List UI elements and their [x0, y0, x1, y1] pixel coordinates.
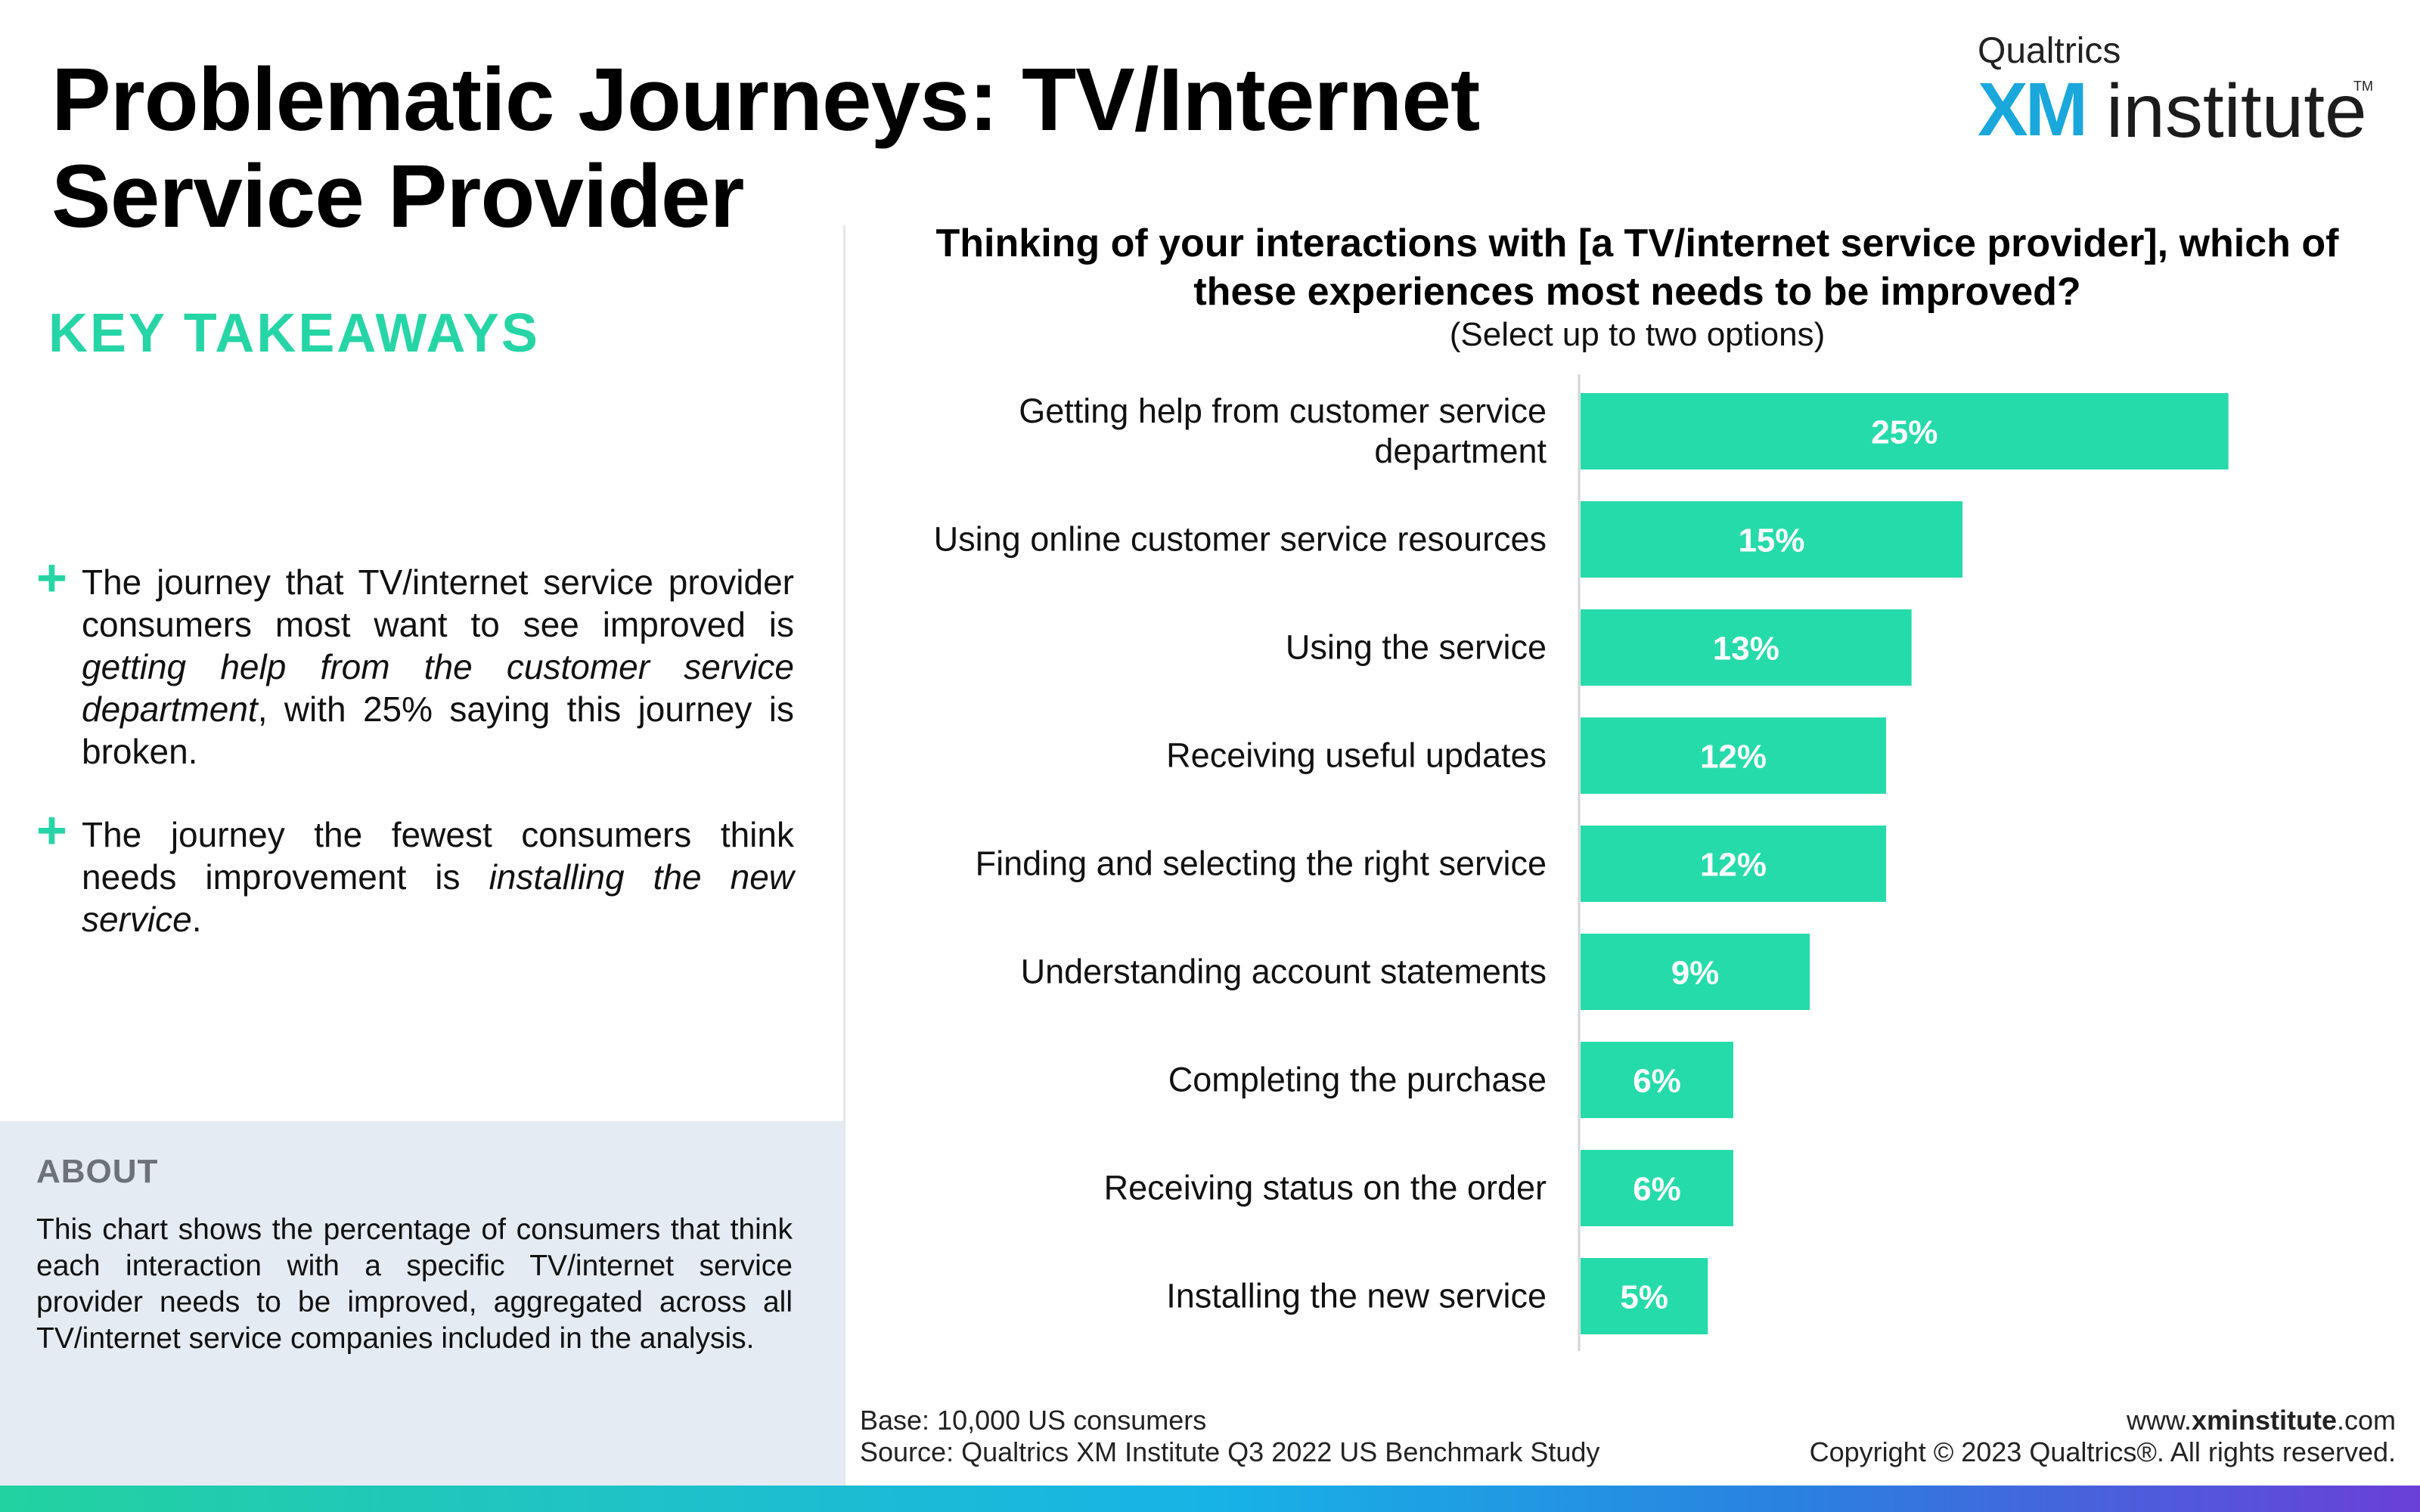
bar-4 [1581, 717, 1886, 794]
value-label-8: 6% [1633, 1171, 1681, 1208]
category-label-6: Understanding account statements [1021, 953, 1547, 991]
value-label-1: 25% [1871, 414, 1938, 451]
page-title-line1: Problematic Journeys: TV/Internet [51, 50, 1480, 150]
bar-1 [1581, 393, 2229, 469]
logo-xm: XM [1978, 67, 2088, 153]
xm-institute-logo: Qualtrics XM institute TM [1978, 30, 2373, 153]
website-suffix: .com [2336, 1405, 2396, 1436]
about-panel: ABOUT This chart shows the percentage of… [0, 1121, 843, 1486]
bar-2 [1581, 501, 1962, 578]
value-label-5: 12% [1700, 847, 1767, 884]
takeaway-1-post: , with 25% saying this journey is broken… [82, 689, 794, 771]
value-label-9: 5% [1620, 1279, 1668, 1316]
website-prefix: www. [2126, 1405, 2192, 1436]
about-heading: ABOUT [36, 1153, 159, 1190]
takeaway-1-pre: The journey that TV/internet service pro… [82, 562, 794, 644]
bar-5 [1581, 826, 1886, 902]
chart-title: Thinking of your interactions with [a TV… [935, 222, 2339, 314]
logo-trademark: TM [2353, 79, 2373, 94]
copyright-note: Copyright © 2023 Qualtrics®. All rights … [1809, 1436, 2396, 1467]
category-label-8: Receiving status on the order [1104, 1169, 1547, 1207]
value-label-7: 6% [1633, 1063, 1681, 1100]
takeaway-item-2: + The journey the fewest consumers think… [36, 804, 794, 940]
takeaway-2-emphasis: installing the new service [82, 857, 794, 939]
footer-left: Base: 10,000 US consumers Source: Qualtr… [860, 1405, 1599, 1468]
bar-6 [1581, 934, 1810, 1010]
bottom-gradient-bar [0, 1486, 2420, 1512]
footer-right: www.xminstitute.com Copyright © 2023 Qua… [1810, 1405, 2396, 1468]
takeaway-item-1: + The journey that TV/internet service p… [36, 551, 794, 773]
bar-9 [1581, 1258, 1708, 1334]
value-label-6: 9% [1671, 955, 1720, 992]
takeaway-text-2: The journey the fewest consumers think n… [82, 813, 794, 940]
logo-institute: institute [2106, 69, 2367, 153]
plus-icon: + [36, 801, 67, 860]
about-text: This chart shows the percentage of consu… [36, 1213, 793, 1355]
website-link[interactable]: www.xminstitute.com [1810, 1405, 2396, 1436]
plus-icon: + [36, 548, 67, 607]
page-title-line2: Service Provider [51, 147, 744, 246]
source-note: Source: Qualtrics XM Institute Q3 2022 U… [860, 1436, 1600, 1467]
category-label-9: Installing the new service [1166, 1277, 1547, 1315]
website-domain: xminstitute [2191, 1405, 2337, 1436]
bar-7 [1581, 1042, 1733, 1118]
value-label-3: 13% [1713, 631, 1779, 668]
logo-xm-text: XM [1978, 67, 2088, 152]
bar-3 [1581, 609, 1912, 686]
panel-divider [843, 225, 845, 1486]
takeaway-2-post: . [191, 900, 202, 939]
category-label-5: Finding and selecting the right service [976, 844, 1547, 883]
category-label-7: Completing the purchase [1168, 1061, 1547, 1099]
category-label-2: Using online customer service resources [934, 520, 1547, 559]
bar-chart: 25% Getting help from customer service dep… [934, 374, 2229, 1351]
chart-subtitle: (Select up to two options) [1449, 316, 1826, 353]
logo-brand: Qualtrics [1978, 31, 2121, 71]
category-label-3: Using the service [1286, 628, 1547, 667]
category-label-1: Getting help from customer service depart… [1019, 392, 1547, 470]
takeaway-1-emphasis: getting help from the customer service d… [82, 647, 794, 729]
category-label-4: Receiving useful updates [1166, 736, 1547, 775]
takeaway-2-pre: The journey the fewest consumers think n… [82, 815, 794, 897]
key-takeaways-heading: KEY TAKEAWAYS [48, 303, 540, 364]
takeaway-text-1: The journey that TV/internet service pro… [82, 561, 794, 773]
page-title: Problematic Journeys: TV/Internet Servic… [51, 51, 1488, 245]
value-label-4: 12% [1700, 739, 1767, 776]
base-note: Base: 10,000 US consumers [860, 1405, 1207, 1436]
value-label-2: 15% [1738, 522, 1804, 559]
bar-8 [1581, 1150, 1733, 1226]
